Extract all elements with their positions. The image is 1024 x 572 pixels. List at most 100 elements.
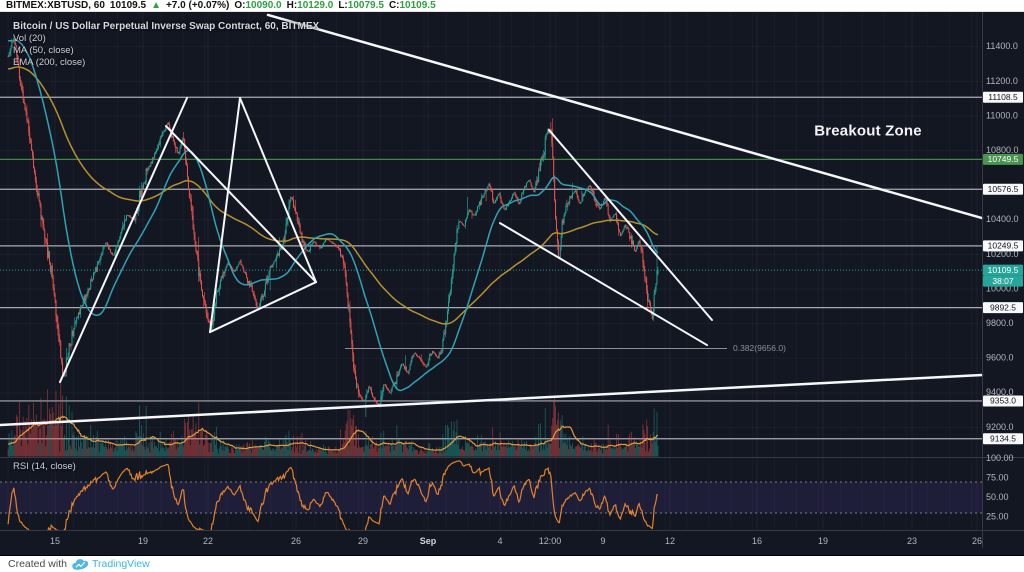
volume-bar xyxy=(110,441,111,457)
volume-bar xyxy=(246,443,248,457)
volume-bar xyxy=(294,452,295,457)
volume-bar xyxy=(416,449,418,457)
candle-body xyxy=(643,261,645,270)
volume-bar xyxy=(46,434,48,457)
candle-body xyxy=(384,384,386,386)
volume-bar xyxy=(541,440,542,457)
candle-body xyxy=(270,265,272,268)
candle-body xyxy=(583,194,585,196)
volume-bar xyxy=(178,442,180,457)
candle-body xyxy=(227,262,229,266)
candle-body xyxy=(612,217,614,219)
candle-body xyxy=(194,234,196,242)
volume-bar xyxy=(381,448,383,457)
candle-body xyxy=(494,199,496,203)
candle-body xyxy=(491,189,493,191)
volume-bar xyxy=(223,450,225,457)
candle-body xyxy=(523,190,525,193)
volume-bar xyxy=(464,450,465,457)
candle-body xyxy=(395,382,397,384)
volume-bar xyxy=(369,449,371,457)
candle-body xyxy=(223,271,225,274)
volume-bar xyxy=(633,437,635,457)
volume-bar xyxy=(352,419,354,457)
volume-bar xyxy=(180,442,182,457)
symbol-label[interactable]: BITMEX:XBTUSD, 60 xyxy=(6,0,105,11)
volume-bar xyxy=(599,448,601,457)
volume-bar xyxy=(630,444,632,457)
volume-bar xyxy=(356,447,358,457)
volume-bar xyxy=(573,449,575,457)
candle-body xyxy=(430,354,432,356)
candle-body xyxy=(419,357,421,360)
volume-bar xyxy=(175,449,177,457)
candle-body xyxy=(312,241,314,244)
candle-body xyxy=(436,356,438,358)
candle-body xyxy=(172,136,174,142)
volume-bar xyxy=(22,416,24,457)
candle-body xyxy=(623,227,625,231)
volume-bar xyxy=(422,451,424,457)
candle-body xyxy=(461,222,463,224)
candle-body xyxy=(422,362,424,364)
volume-bar xyxy=(278,445,280,457)
candle-body xyxy=(120,233,122,237)
candle-body xyxy=(295,211,297,214)
candle-body xyxy=(577,195,579,200)
candle-body xyxy=(467,212,469,215)
volume-bar xyxy=(238,444,240,457)
candle-body xyxy=(505,207,507,210)
candle-body xyxy=(71,330,73,346)
candle-body xyxy=(356,386,358,388)
time-axis-label: 12:00 xyxy=(539,536,562,546)
volume-bar xyxy=(367,445,369,457)
volume-bar xyxy=(325,446,326,457)
candle-body xyxy=(53,288,55,294)
candle-body xyxy=(80,305,82,309)
volume-bar xyxy=(384,446,386,457)
candle-body xyxy=(163,130,165,133)
price-level-badge: 10749.5 xyxy=(988,154,1019,164)
volume-bar xyxy=(372,436,373,457)
candle-body xyxy=(202,296,204,299)
trend-line xyxy=(499,222,708,347)
candle-body xyxy=(453,254,455,265)
volume-bar xyxy=(589,449,591,457)
candle-body xyxy=(16,45,18,55)
candle-body xyxy=(220,276,222,281)
candle-body xyxy=(613,214,615,218)
volume-bar xyxy=(446,450,448,457)
candle-body xyxy=(43,224,45,231)
volume-bar xyxy=(519,446,521,457)
volume-bar xyxy=(390,443,392,457)
volume-bar xyxy=(130,450,132,457)
candle-body xyxy=(23,99,25,103)
candle-body xyxy=(260,299,262,304)
candle-body xyxy=(117,241,119,247)
volume-bar xyxy=(576,445,578,457)
candle-body xyxy=(47,241,49,258)
volume-bar xyxy=(452,430,454,457)
candle-body xyxy=(21,85,23,91)
candle-body xyxy=(264,283,266,291)
tradingview-brand-link[interactable]: TradingView xyxy=(91,558,150,570)
price-chart-canvas[interactable]: 11400.0 11200.0 11000.0 10800.0 10400.0 10200… xyxy=(0,12,1024,556)
candle-body xyxy=(327,239,329,241)
volume-bar xyxy=(595,442,597,457)
volume-bar xyxy=(195,423,197,457)
candle-body xyxy=(316,244,318,246)
volume-bar xyxy=(329,450,331,457)
volume-bar xyxy=(13,437,15,457)
volume-bar xyxy=(133,451,135,457)
volume-bar xyxy=(420,446,422,457)
volume-bar xyxy=(642,424,644,457)
volume-bar xyxy=(63,439,64,457)
volume-bar xyxy=(141,445,143,457)
candle-body xyxy=(96,263,98,272)
candle-body xyxy=(589,185,591,187)
candle-body xyxy=(333,242,335,244)
volume-bar xyxy=(504,446,506,457)
volume-bar xyxy=(247,441,249,457)
candle-body xyxy=(596,205,598,207)
candle-body xyxy=(247,277,249,284)
